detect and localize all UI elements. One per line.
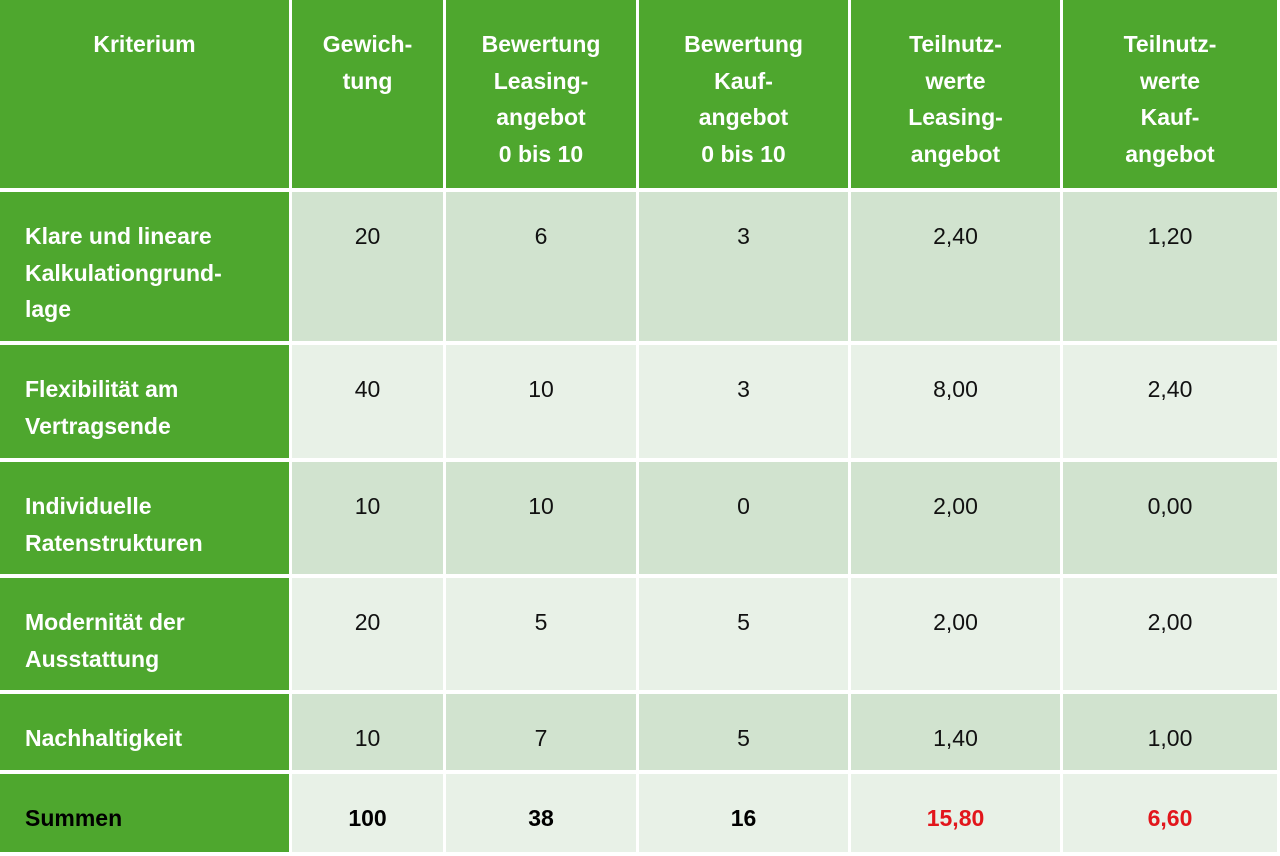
totals-row: Summen 100 38 16 15,80 6,60 [0,774,1280,856]
criterion-cell: Flexibilität am Vertragsende [0,345,292,462]
value-cell: 1,00 [1063,694,1280,774]
total-cell: 16 [639,774,851,856]
data-row: Nachhaltigkeit 10 7 5 1,40 1,00 [0,694,1280,774]
value-cell: 1,20 [1063,192,1280,345]
total-cell: 100 [292,774,446,856]
table-body: Klare und lineare Kalkulationgrund- lage… [0,192,1280,856]
value-cell: 10 [446,345,639,462]
totals-label: Summen [0,774,292,856]
criterion-cell: Modernität der Ausstattung [0,578,292,694]
value-cell: 20 [292,192,446,345]
value-cell: 2,40 [851,192,1063,345]
total-cell: 15,80 [851,774,1063,856]
header-cell: Kriterium [0,0,292,192]
value-cell: 3 [639,345,851,462]
value-cell: 8,00 [851,345,1063,462]
value-cell: 20 [292,578,446,694]
table-header: Kriterium Gewich- tung Bewertung Leasing- … [0,0,1280,192]
data-row: Flexibilität am Vertragsende 40 10 3 8,00 2,4… [0,345,1280,462]
header-row: Kriterium Gewich- tung Bewertung Leasing- … [0,0,1280,192]
criterion-cell: Klare und lineare Kalkulationgrund- lage [0,192,292,345]
header-cell: Gewich- tung [292,0,446,192]
total-cell: 6,60 [1063,774,1280,856]
value-cell: 0,00 [1063,462,1280,578]
value-cell: 5 [446,578,639,694]
value-cell: 3 [639,192,851,345]
header-cell: Bewertung Kauf- angebot 0 bis 10 [639,0,851,192]
value-cell: 2,00 [851,578,1063,694]
data-row: Modernität der Ausstattung 20 5 5 2,00 2,00 [0,578,1280,694]
value-cell: 5 [639,578,851,694]
value-cell: 7 [446,694,639,774]
header-cell: Teilnutz- werte Leasing- angebot [851,0,1063,192]
header-cell: Bewertung Leasing- angebot 0 bis 10 [446,0,639,192]
total-cell: 38 [446,774,639,856]
data-row: Individuelle Ratenstrukturen 10 10 0 2,00 0,0… [0,462,1280,578]
value-cell: 2,00 [1063,578,1280,694]
value-cell: 1,40 [851,694,1063,774]
value-cell: 6 [446,192,639,345]
data-row: Klare und lineare Kalkulationgrund- lage… [0,192,1280,345]
value-cell: 5 [639,694,851,774]
header-cell: Teilnutz- werte Kauf- angebot [1063,0,1280,192]
value-cell: 10 [292,462,446,578]
value-cell: 2,40 [1063,345,1280,462]
value-cell: 2,00 [851,462,1063,578]
value-cell: 40 [292,345,446,462]
value-cell: 10 [292,694,446,774]
value-cell: 0 [639,462,851,578]
value-cell: 10 [446,462,639,578]
criterion-cell: Individuelle Ratenstrukturen [0,462,292,578]
criterion-cell: Nachhaltigkeit [0,694,292,774]
